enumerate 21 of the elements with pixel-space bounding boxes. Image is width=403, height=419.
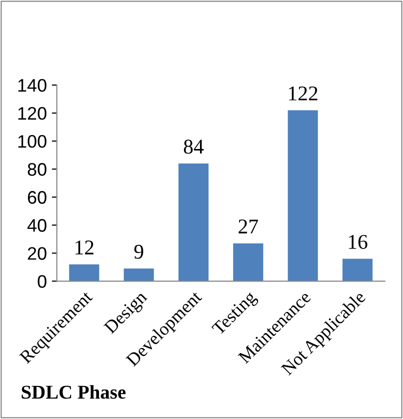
data-label: 16 xyxy=(348,234,368,249)
bar xyxy=(69,264,100,282)
data-label: 122 xyxy=(289,86,318,100)
y-tick-label: 40 xyxy=(27,219,46,232)
data-label: 27 xyxy=(238,220,258,234)
data-label: 9 xyxy=(134,244,144,259)
y-tick-label: 0 xyxy=(38,275,46,288)
y-tick-label: 80 xyxy=(28,163,46,176)
y-tick-label: 20 xyxy=(28,247,46,260)
y-tick-label: 60 xyxy=(28,191,46,204)
bar xyxy=(288,110,318,282)
bar xyxy=(124,268,154,282)
data-label: 84 xyxy=(184,140,204,154)
y-tick-label: 120 xyxy=(18,107,46,120)
y-tick-label: 100 xyxy=(18,135,46,148)
bar xyxy=(178,163,209,282)
bar xyxy=(342,258,373,282)
y-tick-label: 140 xyxy=(18,78,46,92)
data-label: 12 xyxy=(76,240,94,254)
bar xyxy=(233,243,264,282)
x-axis-title: SDLC Phase xyxy=(22,385,126,399)
